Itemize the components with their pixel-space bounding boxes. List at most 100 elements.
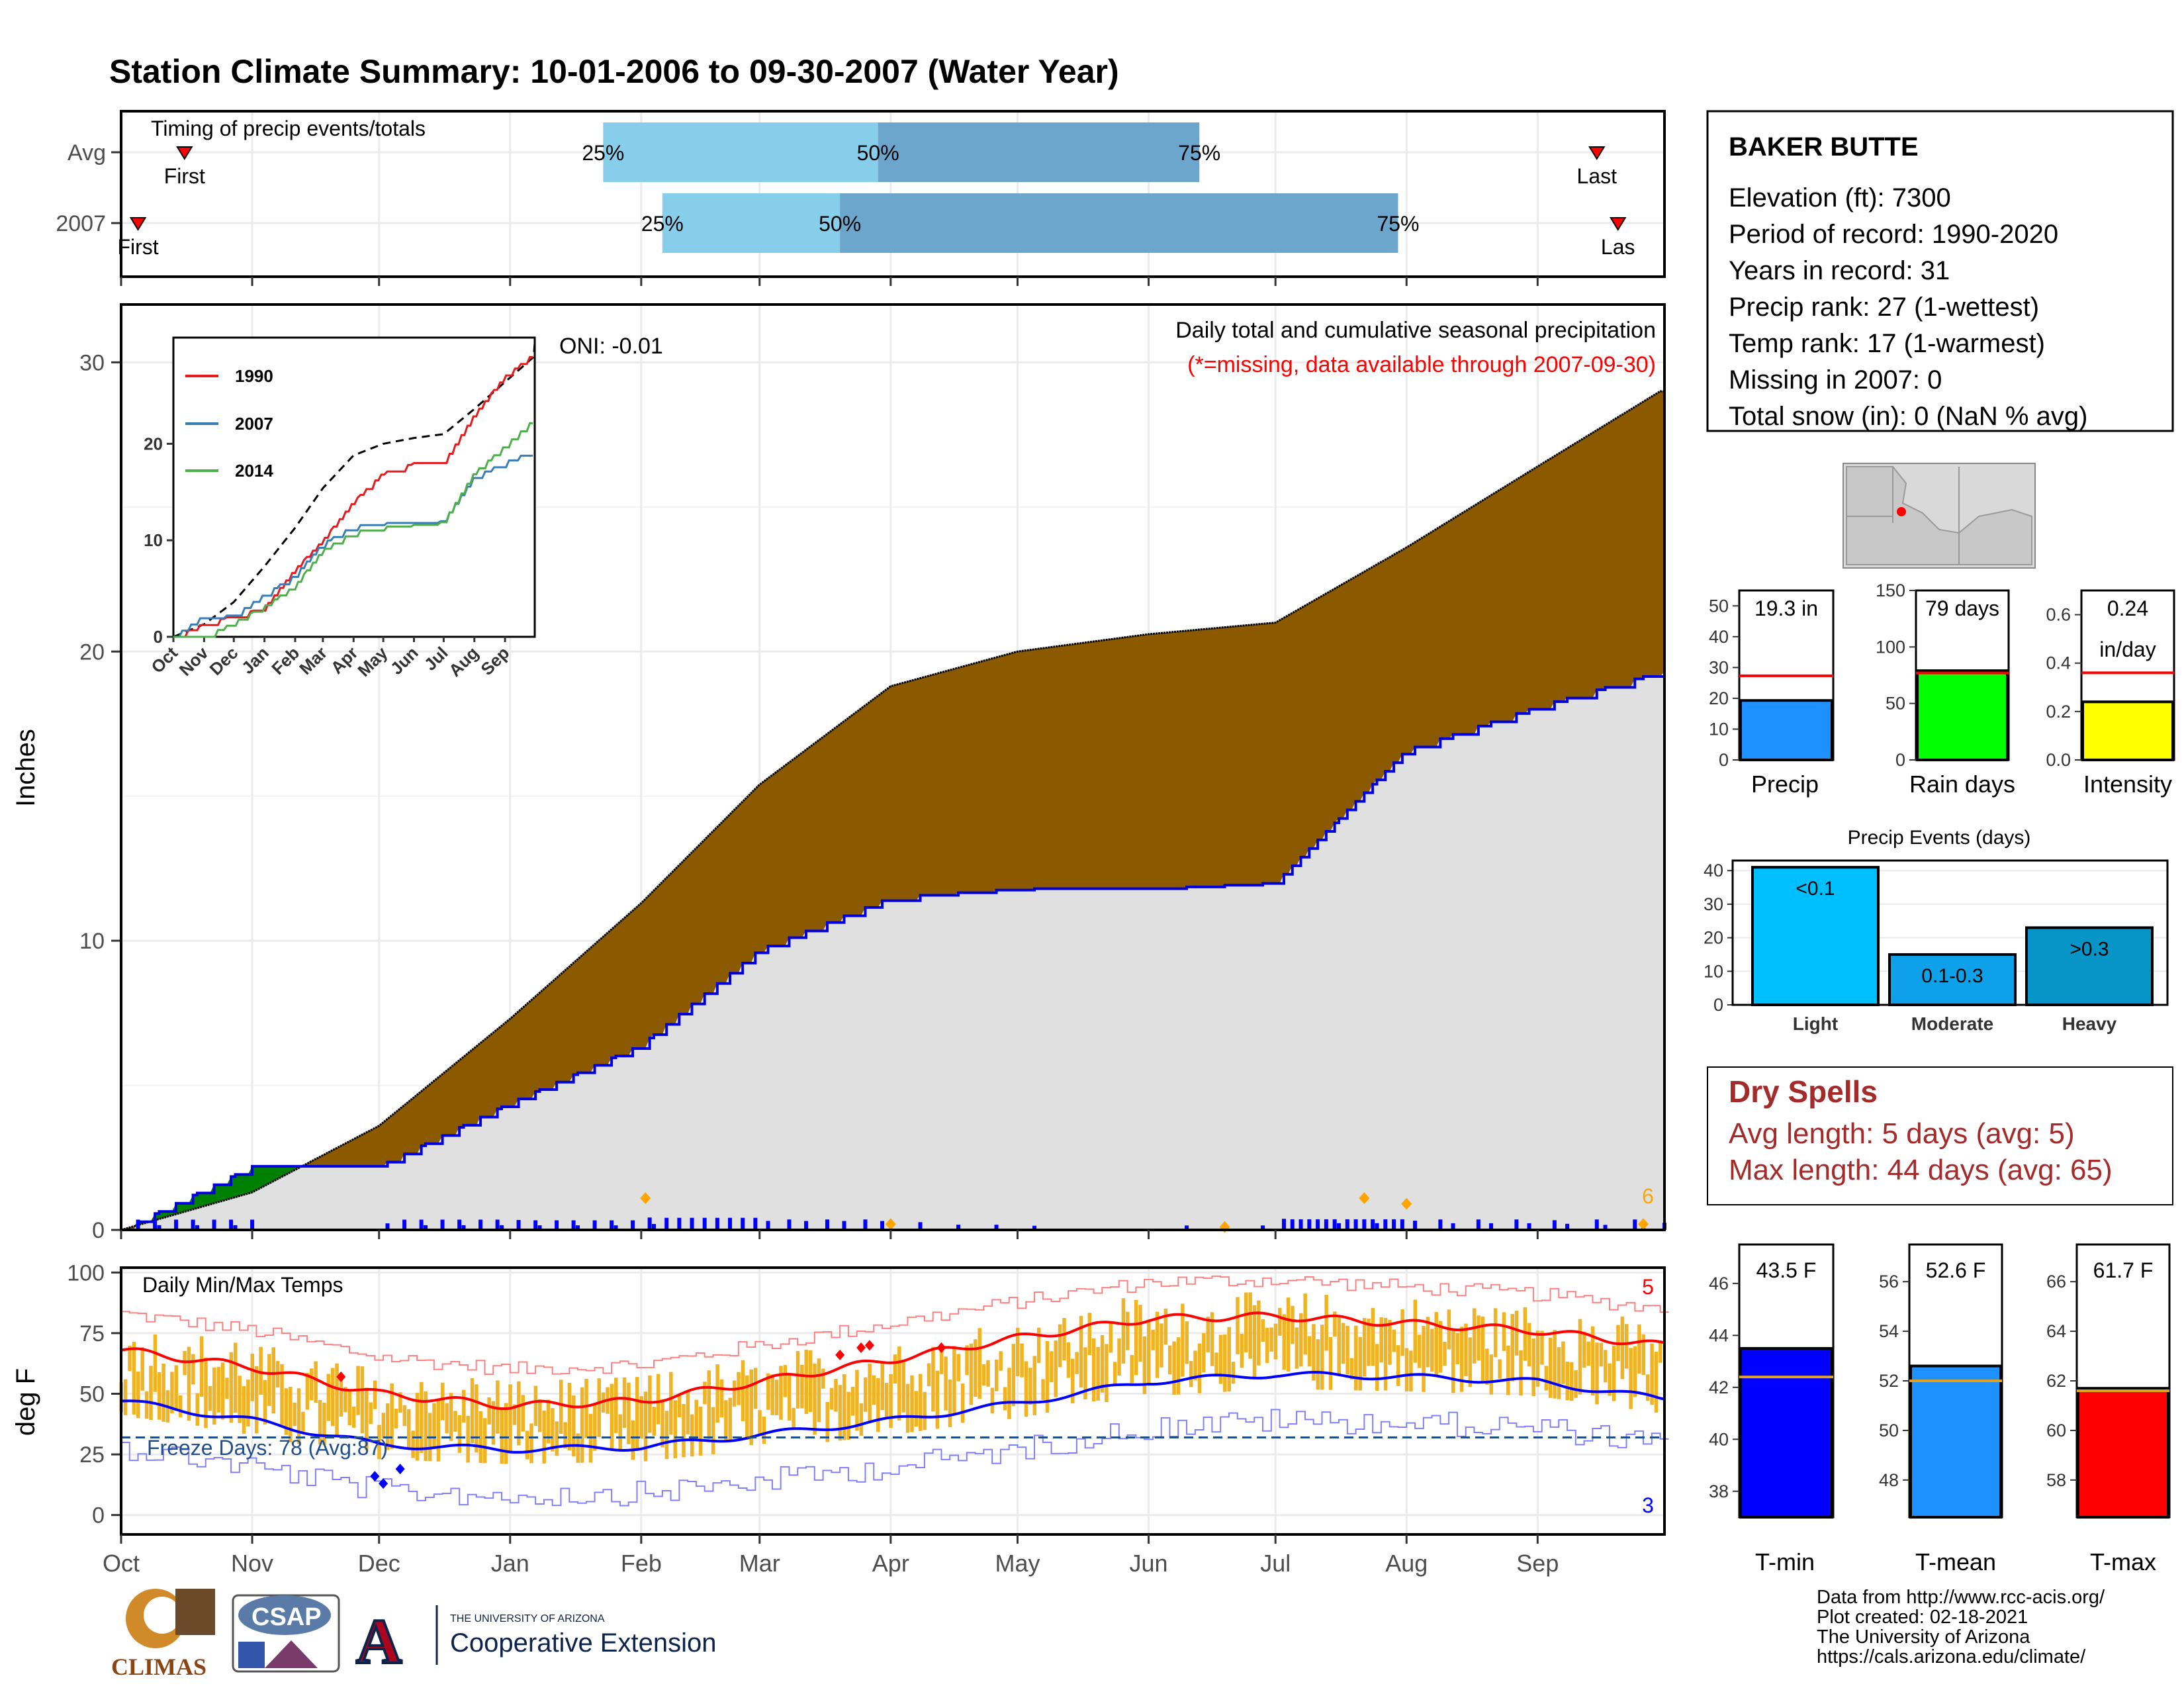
temp-bar-ytick-label: 60 [2046,1421,2066,1440]
daily-temp-range-bar [1126,1311,1130,1350]
daily-temp-range-bar [1223,1334,1227,1392]
events-bar [1888,953,2017,1006]
daily-precip-bar [1594,1219,1599,1230]
timing-p75-label: 75% [1377,212,1419,236]
daily-temp-range-bar [762,1417,766,1444]
daily-temp-range-bar [1307,1336,1312,1367]
inset-series-line [173,454,533,638]
daily-temp-range-bar [948,1380,952,1427]
daily-temp-range-bar [919,1374,923,1431]
ua-logo: A THE UNIVERSITY OF ARIZONA Cooperative … [355,1605,716,1678]
temp-bar-name: T-min [1755,1548,1815,1575]
temp-bar-ytick-label: 44 [1709,1325,1729,1345]
daily-temp-range-bar [1096,1346,1100,1401]
timing-p75-label: 75% [1178,141,1220,165]
dry-spells-box: Dry Spells Avg length: 5 days (avg: 5) M… [1707,1066,2173,1205]
daily-temp-range-bar [855,1370,859,1431]
oni-label: ONI: -0.01 [559,334,663,359]
summary-bar [1739,699,1833,761]
daily-temp-range-bar [1608,1363,1612,1396]
daily-temp-range-bar [1134,1299,1138,1376]
footer: CLIMAS CSAP A THE UNIVERSITY OF ARIZONA … [111,1587,2105,1680]
daily-temp-range-bar [1316,1339,1320,1390]
summary-ytick-label: 10 [1709,719,1729,739]
daily-temp-range-bar [1590,1326,1595,1396]
inset-panel: 01020OctNovDecJanFebMarAprMayJunJulAugSe… [144,336,536,680]
daily-temp-range-bar [728,1397,733,1442]
daily-temp-range-bar [187,1346,191,1421]
summary-ytick-label: 40 [1709,627,1729,647]
temp-bar-ytick-label: 52 [1879,1371,1899,1391]
precip-ytick-label: 0 [92,1218,105,1243]
record-high-marker-icon [936,1342,946,1353]
station-info-box: BAKER BUTTE Elevation (ft): 7300 Period … [1706,110,2174,432]
daily-temp-range-bar [1637,1324,1641,1374]
daily-temp-range-bar [411,1430,415,1458]
temp-background [121,1268,1664,1534]
daily-temp-range-bar [322,1403,326,1445]
daily-temp-range-bar [470,1378,475,1443]
current-cumulative-line [121,671,1666,1231]
daily-temp-range-bar [863,1377,868,1412]
daily-precip-bar [1332,1219,1337,1230]
daily-temp-range-bar [246,1380,250,1427]
daily-temp-range-bar [1050,1351,1054,1383]
daily-temp-range-bar [1396,1345,1400,1386]
daily-precip-bar [804,1221,809,1230]
events-ytick-label: 10 [1704,961,1723,981]
events-ytick-label: 40 [1704,861,1723,880]
footer-line: Plot created: 02-18-2021 [1817,1607,2028,1628]
csap-logo: CSAP [232,1594,340,1673]
timing-label: Timing of precip events/totals [151,117,426,140]
daily-precip-bar [1371,1219,1375,1230]
record-max-count: 5 [1642,1275,1654,1299]
daily-temp-range-bar [326,1374,331,1421]
temp-ytick-label: 50 [79,1382,105,1407]
daily-temp-range-bar [1032,1356,1037,1415]
daily-temp-range-bar [136,1371,140,1419]
daily-temp-range-bar [250,1353,255,1401]
timing-bar-early [662,193,841,253]
temp-bar-ytick-label: 38 [1709,1481,1729,1501]
temp-bar-value: 52.6 F [1926,1258,1986,1282]
daily-precip-bar [652,1223,657,1230]
daily-temp-range-bar [1278,1307,1282,1336]
daily-temp-range-bar [1075,1352,1079,1374]
daily-precip-bar [212,1219,216,1230]
inset-legend-label: 2014 [235,461,273,481]
average-outline [120,390,1664,1231]
daily-temp-range-bar [1172,1341,1176,1395]
daily-temp-range-bar [1227,1327,1231,1392]
daily-temp-range-bar [1117,1338,1121,1376]
daily-temp-range-bar [1163,1308,1168,1345]
daily-temp-range-bar [500,1407,504,1464]
daily-temp-range-bar [990,1387,995,1413]
daily-precip-bar [787,1219,792,1230]
daily-temp-range-bar [1477,1315,1480,1361]
daily-precip-bar [461,1225,466,1230]
daily-temp-range-bar [1087,1313,1092,1355]
dry-spells-max: Max length: 44 days (avg: 65) [1729,1154,2113,1186]
daily-temp-range-bar [1261,1319,1265,1342]
daily-temp-range-bar [1438,1321,1443,1373]
daily-temp-range-bar [1105,1344,1109,1403]
daily-temp-range-bar [792,1407,796,1429]
summary-ytick-label: 30 [1709,657,1729,677]
daily-temp-range-bar [846,1391,850,1440]
daily-temp-range-bar [1383,1317,1388,1391]
daily-temp-range-bar [1527,1323,1531,1367]
daily-temp-range-bar [567,1383,572,1451]
daily-temp-range-bar [923,1391,927,1430]
daily-temp-range-bar [1257,1300,1261,1366]
record-max-line [121,1275,1669,1376]
temp-bar [2077,1387,2169,1519]
daily-precip-bar [1552,1220,1557,1230]
daily-temp-range-bar [813,1363,817,1435]
daily-temp-range-bar [508,1384,512,1454]
daily-temp-range-bar [449,1393,453,1441]
temp-bar [1739,1346,1833,1519]
daily-precip-bar [631,1220,635,1230]
temp-bar-ytick-label: 42 [1709,1378,1729,1397]
daily-temp-range-bar [842,1374,846,1440]
daily-precip-bar [1298,1219,1303,1230]
